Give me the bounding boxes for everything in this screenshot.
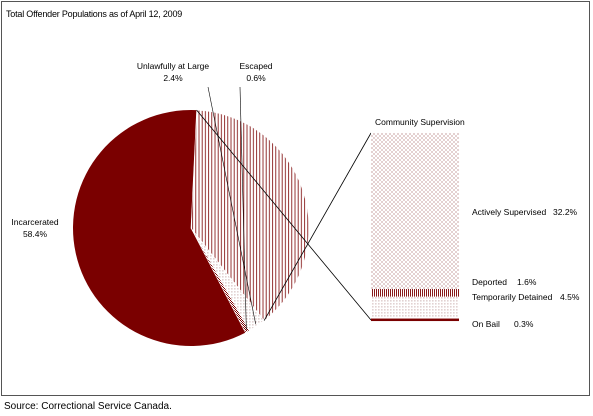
connector-line-top xyxy=(263,132,372,321)
label-incarcerated-value: 58.4% xyxy=(23,229,48,239)
label-unlawfully-at-large-value: 2.4% xyxy=(163,73,183,83)
pie-slice-community-supervision xyxy=(190,109,310,322)
label-unlawfully-at-large: Unlawfully at Large xyxy=(137,61,210,71)
chart-title: Total Offender Populations as of April 1… xyxy=(6,9,183,19)
leader-line-escaped xyxy=(239,86,247,330)
chart-source: Source: Correctional Service Canada. xyxy=(4,401,172,412)
bar-segment-actively-supervised xyxy=(371,133,459,289)
label-actively-supervised-value: 32.2% xyxy=(553,207,578,217)
label-actively-supervised: Actively Supervised xyxy=(472,207,546,217)
connector-line-bottom xyxy=(196,109,372,321)
bar-segment-deported xyxy=(371,288,459,297)
label-escaped: Escaped xyxy=(239,61,272,71)
label-deported-value: 1.6% xyxy=(517,277,537,287)
label-temporarily-detained: Temporarily Detained xyxy=(472,292,553,302)
breakdown-title: Community Supervision xyxy=(375,117,465,127)
label-deported: Deported xyxy=(472,277,507,287)
leader-line-unlawfully-at-large xyxy=(207,86,256,324)
label-incarcerated: Incarcerated xyxy=(11,217,59,227)
label-on-bail-value: 0.3% xyxy=(514,319,534,329)
pie-slice-escaped xyxy=(190,227,250,334)
label-temporarily-detained-value: 4.5% xyxy=(560,292,580,302)
bar-segment-on-bail xyxy=(371,318,459,322)
bar-segment-temporarily-detained xyxy=(371,296,459,319)
label-on-bail: On Bail xyxy=(472,319,500,329)
pie-slice-incarcerated xyxy=(72,110,246,346)
label-escaped-value: 0.6% xyxy=(246,73,266,83)
